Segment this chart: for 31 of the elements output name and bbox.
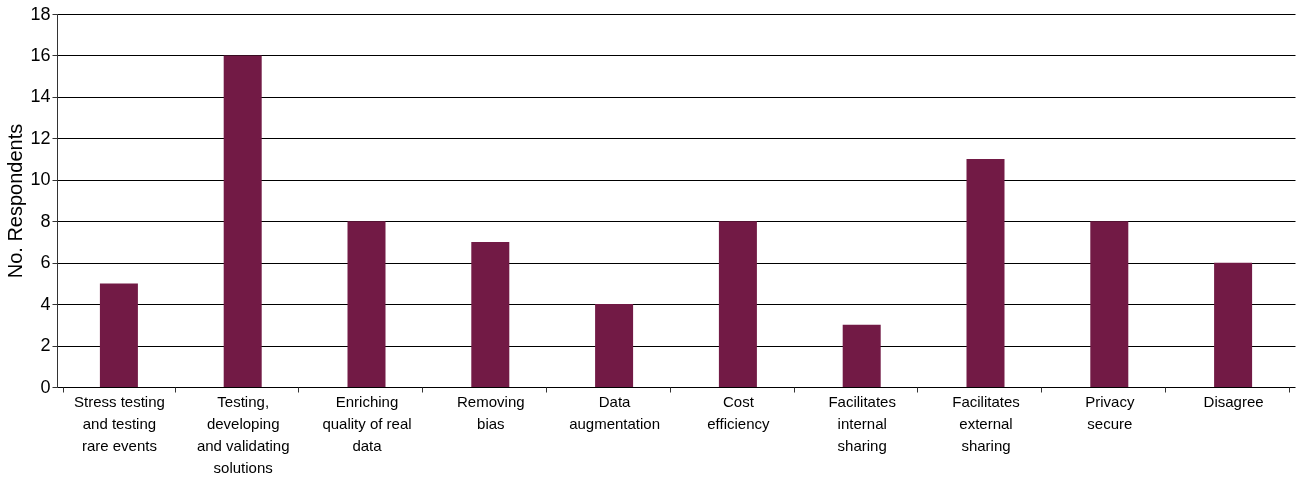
- y-tick-label: 0: [40, 376, 51, 397]
- bar: [966, 159, 1005, 387]
- x-tick-label: Enriching quality of real data: [322, 392, 412, 454]
- y-tick-label: 14: [30, 86, 51, 107]
- bar: [223, 55, 262, 387]
- bar: [595, 304, 634, 387]
- x-tick-label: Privacy secure: [1085, 392, 1135, 432]
- bar: [99, 283, 138, 387]
- x-tick-label: Facilitates internal sharing: [828, 392, 896, 454]
- y-tick-label: 2: [40, 335, 51, 356]
- y-tick-label: 12: [30, 127, 51, 148]
- y-tick-label: 10: [30, 169, 51, 190]
- bar: [842, 324, 881, 387]
- y-tick-label: 4: [40, 293, 51, 314]
- x-tick-label: Cost efficiency: [707, 392, 771, 432]
- x-tick-label: Disagree: [1203, 392, 1264, 410]
- y-tick-label: 6: [40, 252, 51, 273]
- x-tick-label: Data augmentation: [569, 392, 661, 432]
- bar: [1214, 262, 1253, 387]
- x-tick-label: Facilitates external sharing: [952, 392, 1020, 454]
- bar: [1090, 221, 1129, 387]
- y-tick-label: 16: [30, 44, 51, 65]
- bar: [347, 221, 386, 387]
- x-tick-label: Stress testing and testing rare events: [73, 392, 165, 454]
- y-tick-label: 18: [30, 3, 51, 24]
- y-axis-title: No. Respondents: [4, 123, 27, 279]
- x-tick-label: Testing, developing and validating solutions: [196, 392, 290, 476]
- x-tick-label: Removing bias: [457, 392, 525, 432]
- y-tick-label: 8: [40, 210, 51, 231]
- bar: [471, 241, 510, 387]
- bar: [718, 221, 757, 387]
